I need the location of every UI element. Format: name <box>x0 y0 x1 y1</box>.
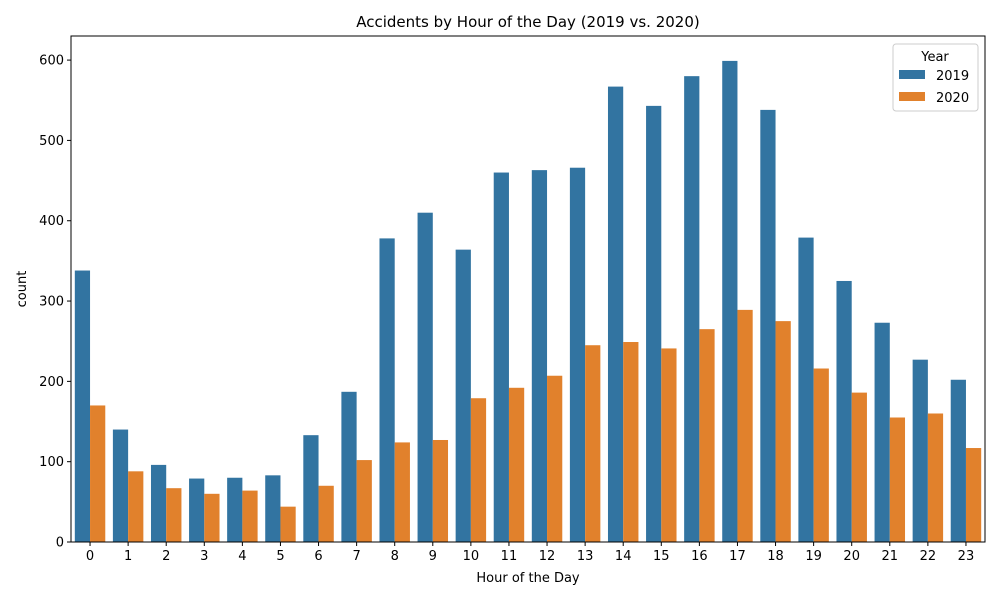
x-tick-label: 16 <box>691 549 708 564</box>
bar-2020-hour-9 <box>432 439 449 542</box>
bar-2020-hour-6 <box>318 485 334 542</box>
x-axis-label: Hour of the Day <box>476 571 580 586</box>
bar-2020-hour-4 <box>242 490 258 542</box>
bar-2019-hour-19 <box>798 237 814 542</box>
bar-2020-hour-8 <box>394 442 410 542</box>
bar-2019-hour-23 <box>950 379 966 542</box>
bar-2020-hour-7 <box>356 460 372 542</box>
x-tick-label: 5 <box>276 549 284 564</box>
bar-2019-hour-16 <box>684 76 700 543</box>
x-tick-label: 8 <box>391 549 399 564</box>
bar-2019-hour-11 <box>493 172 509 543</box>
bar-2019-hour-3 <box>189 478 205 542</box>
legend-swatch-2020 <box>899 92 925 101</box>
bar-2019-hour-20 <box>836 280 852 542</box>
bar-2020-hour-21 <box>889 417 906 542</box>
x-tick-label: 0 <box>86 549 94 564</box>
bars-group <box>74 60 982 543</box>
x-tick-label: 20 <box>843 549 860 564</box>
legend-label-2019: 2019 <box>936 69 969 84</box>
bar-2019-hour-18 <box>760 109 776 543</box>
y-tick-label: 400 <box>39 214 64 229</box>
bar-2019-hour-4 <box>227 477 243 542</box>
bar-2019-hour-6 <box>303 435 319 542</box>
bar-2020-hour-19 <box>813 368 829 542</box>
y-tick-label: 600 <box>39 54 64 69</box>
bar-2020-hour-14 <box>623 342 639 542</box>
y-tick-label: 200 <box>39 375 64 390</box>
bar-2019-hour-10 <box>455 249 471 542</box>
bar-2019-hour-15 <box>646 105 662 542</box>
bar-2019-hour-17 <box>722 60 738 543</box>
bar-2020-hour-18 <box>775 321 791 542</box>
x-tick-label: 10 <box>463 549 480 564</box>
x-axis-ticks: 0 1 2 3 4 5 6 7 8 9 10 11 12 13 14 15 16 17 18 19 20 21 22 23 <box>86 542 974 564</box>
x-tick-label: 18 <box>767 549 784 564</box>
bar-2020-hour-17 <box>737 309 753 542</box>
x-tick-label: 13 <box>577 549 594 564</box>
bar-2019-hour-2 <box>150 464 167 542</box>
bar-2019-hour-1 <box>112 429 129 542</box>
y-axis-ticks: 0 100 200 300 400 500 600 <box>39 54 71 551</box>
bar-2020-hour-12 <box>547 375 563 542</box>
x-tick-label: 1 <box>124 549 132 564</box>
plot-frame <box>70 35 986 543</box>
x-tick-label: 17 <box>729 549 746 564</box>
x-tick-label: 2 <box>162 549 170 564</box>
bar-2020-hour-10 <box>470 398 487 542</box>
x-tick-label: 23 <box>958 549 975 564</box>
y-axis-label: count <box>15 271 30 308</box>
y-tick-label: 500 <box>39 134 64 149</box>
x-tick-label: 12 <box>539 549 556 564</box>
x-tick-label: 19 <box>805 549 822 564</box>
bar-2019-hour-9 <box>417 212 433 542</box>
bar-2019-hour-8 <box>379 238 395 542</box>
bar-2020-hour-16 <box>699 329 715 542</box>
x-tick-label: 4 <box>238 549 246 564</box>
y-tick-label: 300 <box>39 295 64 310</box>
x-tick-label: 15 <box>653 549 670 564</box>
bar-2020-hour-13 <box>585 345 601 542</box>
bar-2020-hour-2 <box>166 488 182 542</box>
bar-2019-hour-0 <box>74 270 91 542</box>
bar-2020-hour-23 <box>965 448 982 542</box>
chart-title: Accidents by Hour of the Day (2019 vs. 2… <box>356 13 700 31</box>
bar-2020-hour-3 <box>204 493 220 542</box>
bar-2020-hour-11 <box>508 387 525 542</box>
bar-2019-hour-5 <box>265 475 281 542</box>
legend-title: Year <box>920 50 949 65</box>
legend-swatch-2019 <box>899 70 925 79</box>
legend-label-2020: 2020 <box>936 91 969 106</box>
bar-2020-hour-22 <box>927 413 944 542</box>
bar-2019-hour-12 <box>531 170 548 542</box>
x-tick-label: 21 <box>882 549 899 564</box>
legend: Year 2019 2020 <box>892 43 979 112</box>
bar-2020-hour-20 <box>851 392 867 542</box>
x-tick-label: 14 <box>615 549 632 564</box>
bar-2019-hour-22 <box>912 359 928 542</box>
bar-2019-hour-7 <box>341 391 357 542</box>
bar-2019-hour-13 <box>569 167 586 542</box>
bar-2019-hour-21 <box>874 322 890 542</box>
x-tick-label: 9 <box>429 549 437 564</box>
x-tick-label: 11 <box>501 549 518 564</box>
x-tick-label: 3 <box>200 549 208 564</box>
bar-2019-hour-14 <box>607 86 624 542</box>
bar-2020-hour-15 <box>661 348 677 542</box>
x-tick-label: 6 <box>314 549 322 564</box>
y-tick-label: 100 <box>39 455 64 470</box>
bar-2020-hour-1 <box>128 471 144 542</box>
x-tick-label: 7 <box>352 549 360 564</box>
bar-2020-hour-0 <box>90 405 106 542</box>
y-tick-label: 0 <box>56 536 64 551</box>
x-tick-label: 22 <box>920 549 937 564</box>
bar-2020-hour-5 <box>280 506 296 542</box>
